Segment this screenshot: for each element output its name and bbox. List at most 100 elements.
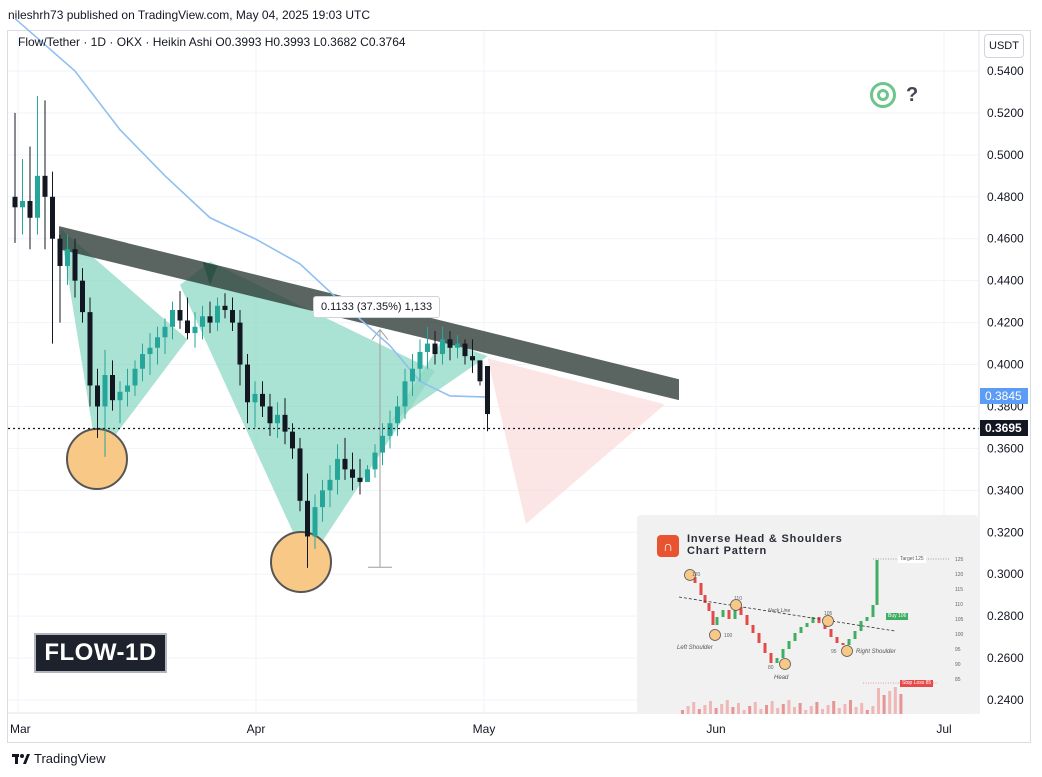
inset-candle	[769, 653, 773, 663]
candle-body	[462, 343, 468, 357]
inset-y-tick: 110	[955, 602, 963, 608]
right-shoulder-label: Right Shoulder	[856, 649, 896, 655]
candle-body	[440, 339, 445, 355]
inset-volume-bar	[776, 708, 780, 714]
candle-body	[125, 385, 130, 392]
y-tick-label: 0.2600	[987, 651, 1024, 665]
inset-volume-bar	[737, 703, 740, 714]
candle-body	[65, 249, 70, 266]
inset-volume-bar	[832, 701, 836, 714]
y-tick-label: 0.3200	[987, 525, 1024, 539]
inset-y-tick: 105	[955, 617, 964, 623]
target-zone	[487, 358, 665, 524]
inset-volume-bar	[759, 709, 763, 714]
inset-candle	[727, 610, 731, 619]
y-tick-label: 0.2800	[987, 609, 1024, 623]
y-tick-label: 0.4800	[987, 190, 1024, 204]
inset-candle	[875, 560, 879, 585]
inset-volume-bar	[787, 700, 791, 714]
currency-button[interactable]: USDT	[984, 34, 1024, 58]
inset-y-tick: 120	[955, 572, 964, 578]
inset-volume-bar	[899, 694, 903, 714]
candle-body	[417, 351, 423, 369]
y-tick-label: 0.5400	[987, 64, 1024, 78]
candle-body	[410, 368, 415, 382]
brand-name: TradingView	[34, 751, 106, 766]
inset-candle	[835, 637, 839, 643]
inset-y-tick: 100	[955, 632, 964, 638]
candle-body	[237, 322, 243, 365]
y-axis: 0.5400 0.5200 0.5000 0.4800 0.4600 0.4400 0.42…	[978, 31, 1024, 713]
inset-candle	[829, 629, 833, 637]
candle-body	[312, 507, 318, 537]
inset-volume-bar	[854, 707, 858, 714]
inset-volume-bar	[714, 708, 718, 714]
logo-icon: ∩	[657, 535, 679, 557]
inset-volume-bar	[849, 700, 852, 714]
inset-y-tick: 115	[955, 587, 963, 593]
measure-label: 0.1133 (37.35%) 1,133	[313, 296, 441, 318]
inset-pivot-circle	[709, 629, 721, 641]
left-shoulder-fill	[60, 228, 188, 459]
chart-frame	[7, 30, 1031, 743]
x-tick-label: Apr	[247, 722, 266, 736]
publisher-line: nileshrh73 published on TradingView.com,…	[8, 8, 370, 22]
inset-volume-bar	[709, 701, 712, 714]
inset-volume-bar	[765, 705, 768, 714]
inset-volume-bar	[815, 702, 819, 714]
candle-body	[275, 414, 280, 424]
measure-arrow	[371, 328, 389, 341]
symbol-badge: FLOW-1D	[34, 633, 167, 673]
inset-candle	[817, 617, 821, 623]
inset-volume-bar	[703, 705, 707, 714]
candle-body	[477, 360, 483, 382]
candle-body	[320, 490, 325, 508]
head-label: Head	[774, 675, 789, 681]
inset-y-tick: 85	[955, 677, 961, 683]
point-label: 95	[831, 649, 837, 655]
candle-body	[267, 406, 273, 424]
x-tick-label: May	[473, 722, 496, 736]
inset-candle	[745, 615, 749, 625]
candle-body	[222, 305, 228, 311]
stop-loss-tag: Stop Loss 85	[900, 680, 934, 687]
candles	[12, 96, 490, 568]
target-icon[interactable]	[870, 82, 896, 108]
question-icon[interactable]: ?	[906, 83, 919, 106]
candle-body	[282, 414, 288, 432]
inset-volume-bar	[877, 688, 880, 714]
candle-body	[162, 326, 168, 338]
candle-body	[192, 326, 198, 334]
inset-volume-bar	[843, 704, 847, 714]
moving-average-layer	[14, 17, 488, 398]
inset-volume-bar	[686, 706, 690, 714]
candle-body	[102, 375, 108, 407]
symbol-info[interactable]: Flow/Tether · 1D · OKX · Heikin Ashi O0.…	[18, 35, 406, 49]
candle-body	[185, 320, 190, 334]
left-shoulder-label: Left Shoulder	[677, 645, 713, 651]
inset-candle	[775, 658, 779, 663]
candle-body	[350, 469, 355, 478]
x-tick-label: Jun	[706, 722, 725, 736]
inset-candle	[875, 585, 879, 605]
ma-price-tag: 0.3845	[980, 388, 1028, 404]
point-label: 110	[734, 596, 742, 602]
inset-candle	[699, 583, 703, 595]
candle-body	[42, 175, 48, 197]
inset-candle	[711, 611, 715, 625]
inset-candle	[693, 577, 697, 583]
point-label: 105	[824, 611, 833, 617]
inset-pivot-circle	[779, 658, 791, 670]
candle-body	[387, 423, 393, 436]
candle-body	[357, 477, 363, 482]
candle-body	[132, 368, 138, 386]
inset-y-tick: 95	[955, 647, 961, 653]
inset-candle	[865, 617, 869, 621]
head-fill	[180, 261, 435, 564]
candle-body	[485, 366, 490, 415]
y-tick-label: 0.4200	[987, 316, 1024, 330]
candle-body	[200, 316, 205, 327]
tradingview-brand[interactable]: TradingView	[12, 751, 106, 766]
inset-volume-bar	[821, 709, 824, 714]
inset-volume-bar	[725, 700, 729, 714]
